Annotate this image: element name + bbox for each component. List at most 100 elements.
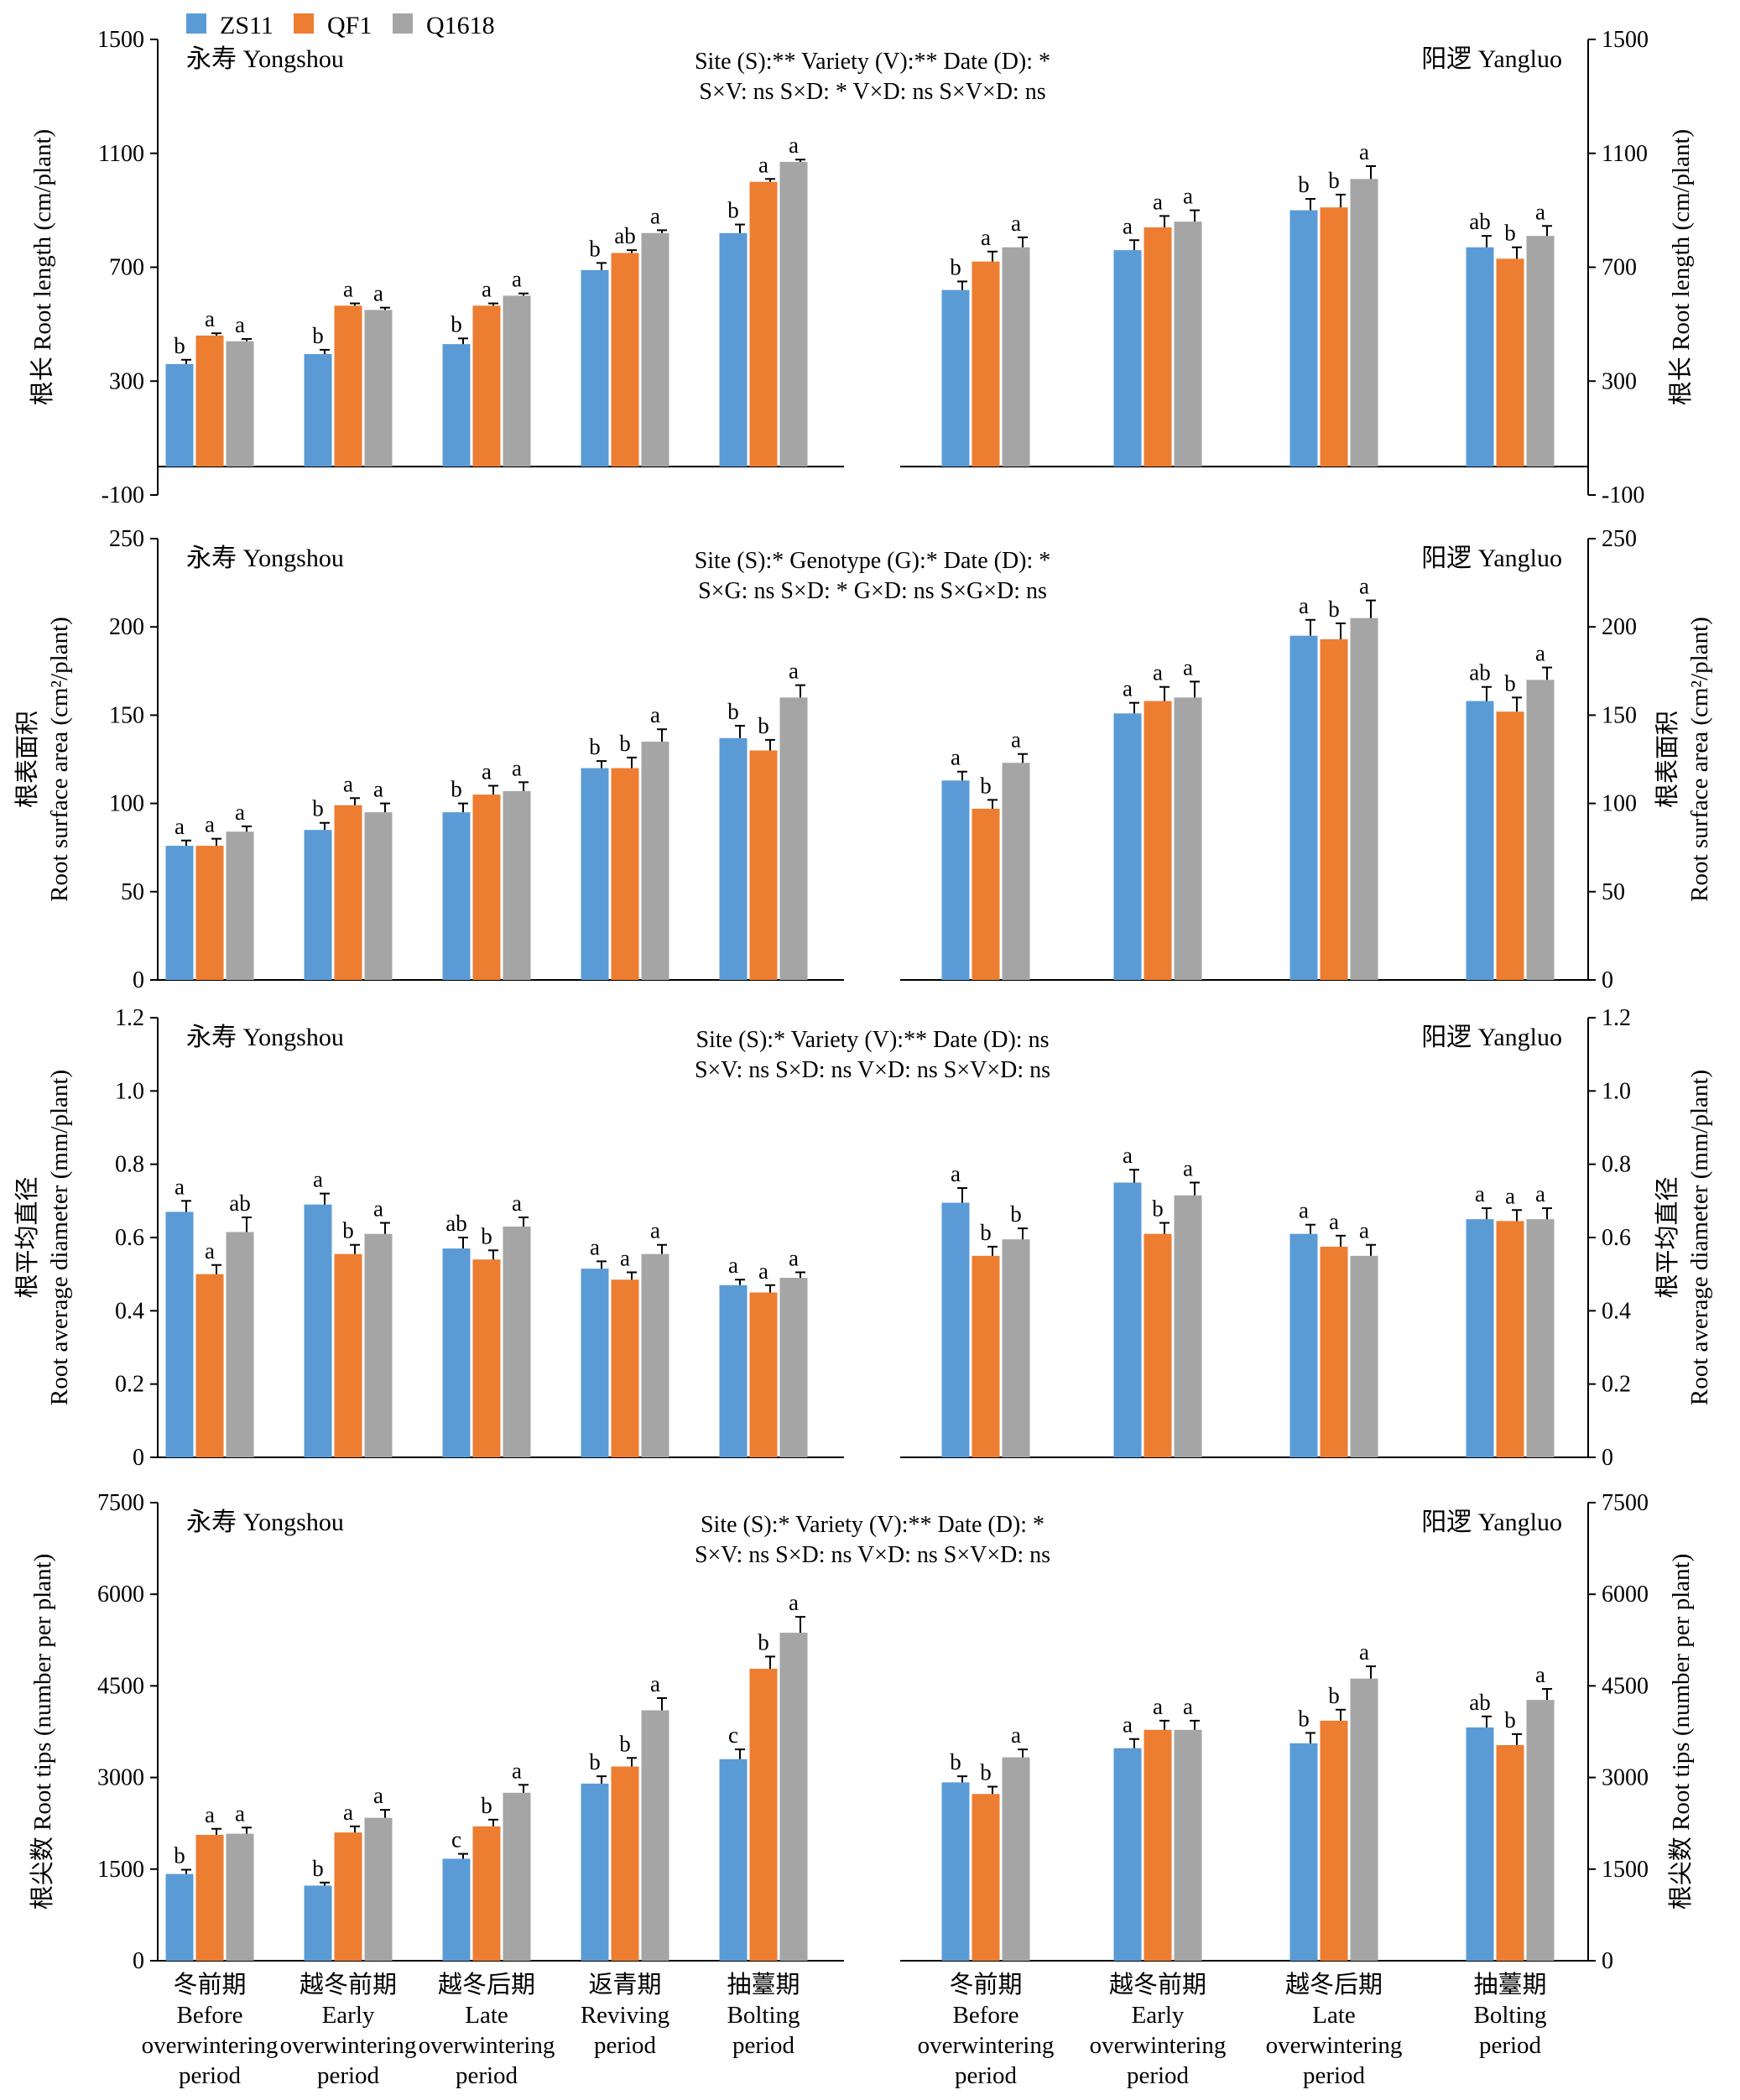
bar-left-2-zs11: [304, 830, 332, 980]
x-tick-label-en: period: [1479, 2032, 1542, 2059]
x-tick-label-en: period: [955, 2062, 1018, 2089]
y-tick-label-right: 200: [1602, 614, 1637, 640]
significance-letter: a: [1299, 1198, 1309, 1223]
bar-left-3-zs11: [442, 812, 471, 980]
legend-swatch-qf1: [294, 13, 314, 34]
significance-letter: a: [650, 1218, 660, 1243]
significance-letter: b: [619, 731, 631, 756]
bar-left-4-zs11: [581, 1269, 609, 1457]
significance-letter: a: [373, 281, 383, 306]
x-tick-label-en: Late: [465, 2002, 508, 2029]
y-tick-label-right: -100: [1602, 482, 1644, 508]
bar-right-2-q1618: [1174, 1729, 1202, 1961]
y-tick-right: 1500: [1588, 27, 1649, 53]
stat-annotation: S×V: ns S×D: ns V×D: ns S×V×D: ns: [695, 1057, 1050, 1083]
bar-right-1-qf1: [972, 1255, 1000, 1457]
bar-left-3-qf1: [472, 1826, 501, 1961]
y-tick-left: 1500: [97, 1857, 158, 1883]
x-tick-label-en: Bolting: [1473, 2002, 1546, 2029]
stat-annotation: Site (S):* Variety (V):** Date (D): *: [701, 1512, 1045, 1538]
x-tick-label-cn: 越冬后期: [1285, 1971, 1383, 1998]
bar-right-3-zs11: [1289, 210, 1318, 467]
y-tick-label-left: 0.4: [115, 1298, 144, 1324]
bar-left-5-qf1: [749, 181, 778, 467]
legend-label-qf1: QF1: [327, 12, 372, 39]
significance-letter: a: [1183, 1156, 1193, 1181]
y-tick-label-right: 6000: [1602, 1582, 1649, 1608]
y-tick-left: 200: [109, 614, 158, 640]
y-tick-label-right: 700: [1602, 255, 1637, 281]
y-tick-label-left: 150: [109, 702, 144, 728]
stat-annotation: S×G: ns S×D: * G×D: ns S×G×D: ns: [698, 578, 1047, 604]
bar-left-5-q1618: [779, 1633, 808, 1961]
significance-letter: a: [1153, 660, 1163, 685]
bar-right-2-qf1: [1144, 1729, 1172, 1961]
significance-letter: b: [727, 699, 739, 724]
bar-right-2-q1618: [1174, 697, 1202, 980]
bar-right-1-q1618: [1002, 1757, 1030, 1961]
y-tick-label-right: 50: [1602, 879, 1625, 905]
y-tick-label-left: 0: [133, 1445, 144, 1471]
y-tick-label-left: 200: [109, 614, 144, 640]
bar-right-2-qf1: [1144, 227, 1172, 467]
significance-letter: b: [758, 713, 769, 738]
bar-right-4-q1618: [1526, 236, 1555, 467]
bar-right-3-qf1: [1320, 638, 1348, 980]
bar-left-3-q1618: [503, 295, 531, 467]
bar-left-1-qf1: [195, 335, 224, 467]
significance-letter: a: [512, 267, 522, 292]
significance-letter: a: [235, 800, 245, 825]
significance-letter: a: [175, 814, 185, 839]
x-tick-label-en: Before: [953, 2002, 1019, 2029]
y-tick-left: 7500: [97, 1490, 158, 1516]
y-tick-label-left: 250: [109, 526, 144, 552]
significance-letter: a: [981, 225, 991, 250]
significance-letter: b: [1328, 597, 1340, 622]
bar-left-4-q1618: [641, 741, 669, 980]
significance-letter: b: [1010, 1201, 1022, 1227]
y-tick-label-right: 0: [1602, 1948, 1613, 1974]
legend-swatch-q1618: [393, 13, 413, 34]
significance-letter: a: [650, 702, 660, 727]
x-tick-label-cn: 返青期: [588, 1971, 661, 1998]
significance-letter: c: [451, 1827, 461, 1852]
y-axis-label-left: 根表面积: [13, 711, 41, 808]
y-tick-label-left: 700: [109, 255, 144, 281]
bar-left-5-qf1: [749, 750, 778, 980]
significance-letter: a: [1359, 574, 1369, 599]
bar-left-5-qf1: [749, 1292, 778, 1457]
y-tick-label-left: 1.0: [115, 1078, 144, 1104]
significance-letter: a: [205, 1238, 215, 1264]
stat-annotation: Site (S):* Genotype (G):* Date (D): *: [695, 548, 1051, 574]
bar-left-4-q1618: [641, 1710, 669, 1961]
bar-left-5-zs11: [719, 737, 748, 980]
significance-letter: a: [205, 306, 215, 331]
bar-left-1-q1618: [226, 831, 254, 980]
y-tick-label-left: 1500: [97, 1857, 144, 1883]
stat-annotation: S×V: ns S×D: ns V×D: ns S×V×D: ns: [695, 1542, 1050, 1568]
significance-letter: a: [1505, 1183, 1515, 1208]
significance-letter: ab: [1469, 209, 1490, 234]
bar-right-1-zs11: [941, 780, 970, 980]
y-tick-right: 100: [1588, 791, 1637, 817]
stat-annotation: S×V: ns S×D: * V×D: ns S×V×D: ns: [699, 79, 1045, 105]
x-tick-label-en: Early: [1132, 2002, 1185, 2029]
significance-letter: c: [728, 1722, 738, 1748]
significance-letter: b: [1298, 172, 1310, 197]
significance-letter: ab: [229, 1191, 250, 1216]
bar-left-4-zs11: [581, 1783, 609, 1961]
significance-letter: a: [175, 1174, 185, 1199]
y-tick-label-right: 1500: [1602, 1857, 1649, 1883]
significance-letter: b: [312, 796, 324, 821]
bar-left-3-qf1: [472, 305, 501, 467]
y-tick-left: 0.4: [115, 1298, 158, 1324]
significance-letter: b: [980, 1220, 992, 1245]
significance-letter: b: [451, 777, 462, 802]
site-label-left: 永寿 Yongshou: [186, 1024, 344, 1051]
y-tick-right: 4500: [1588, 1673, 1649, 1699]
significance-letter: a: [650, 1671, 660, 1696]
y-tick-right: 50: [1588, 879, 1625, 905]
significance-letter: a: [620, 1245, 630, 1270]
